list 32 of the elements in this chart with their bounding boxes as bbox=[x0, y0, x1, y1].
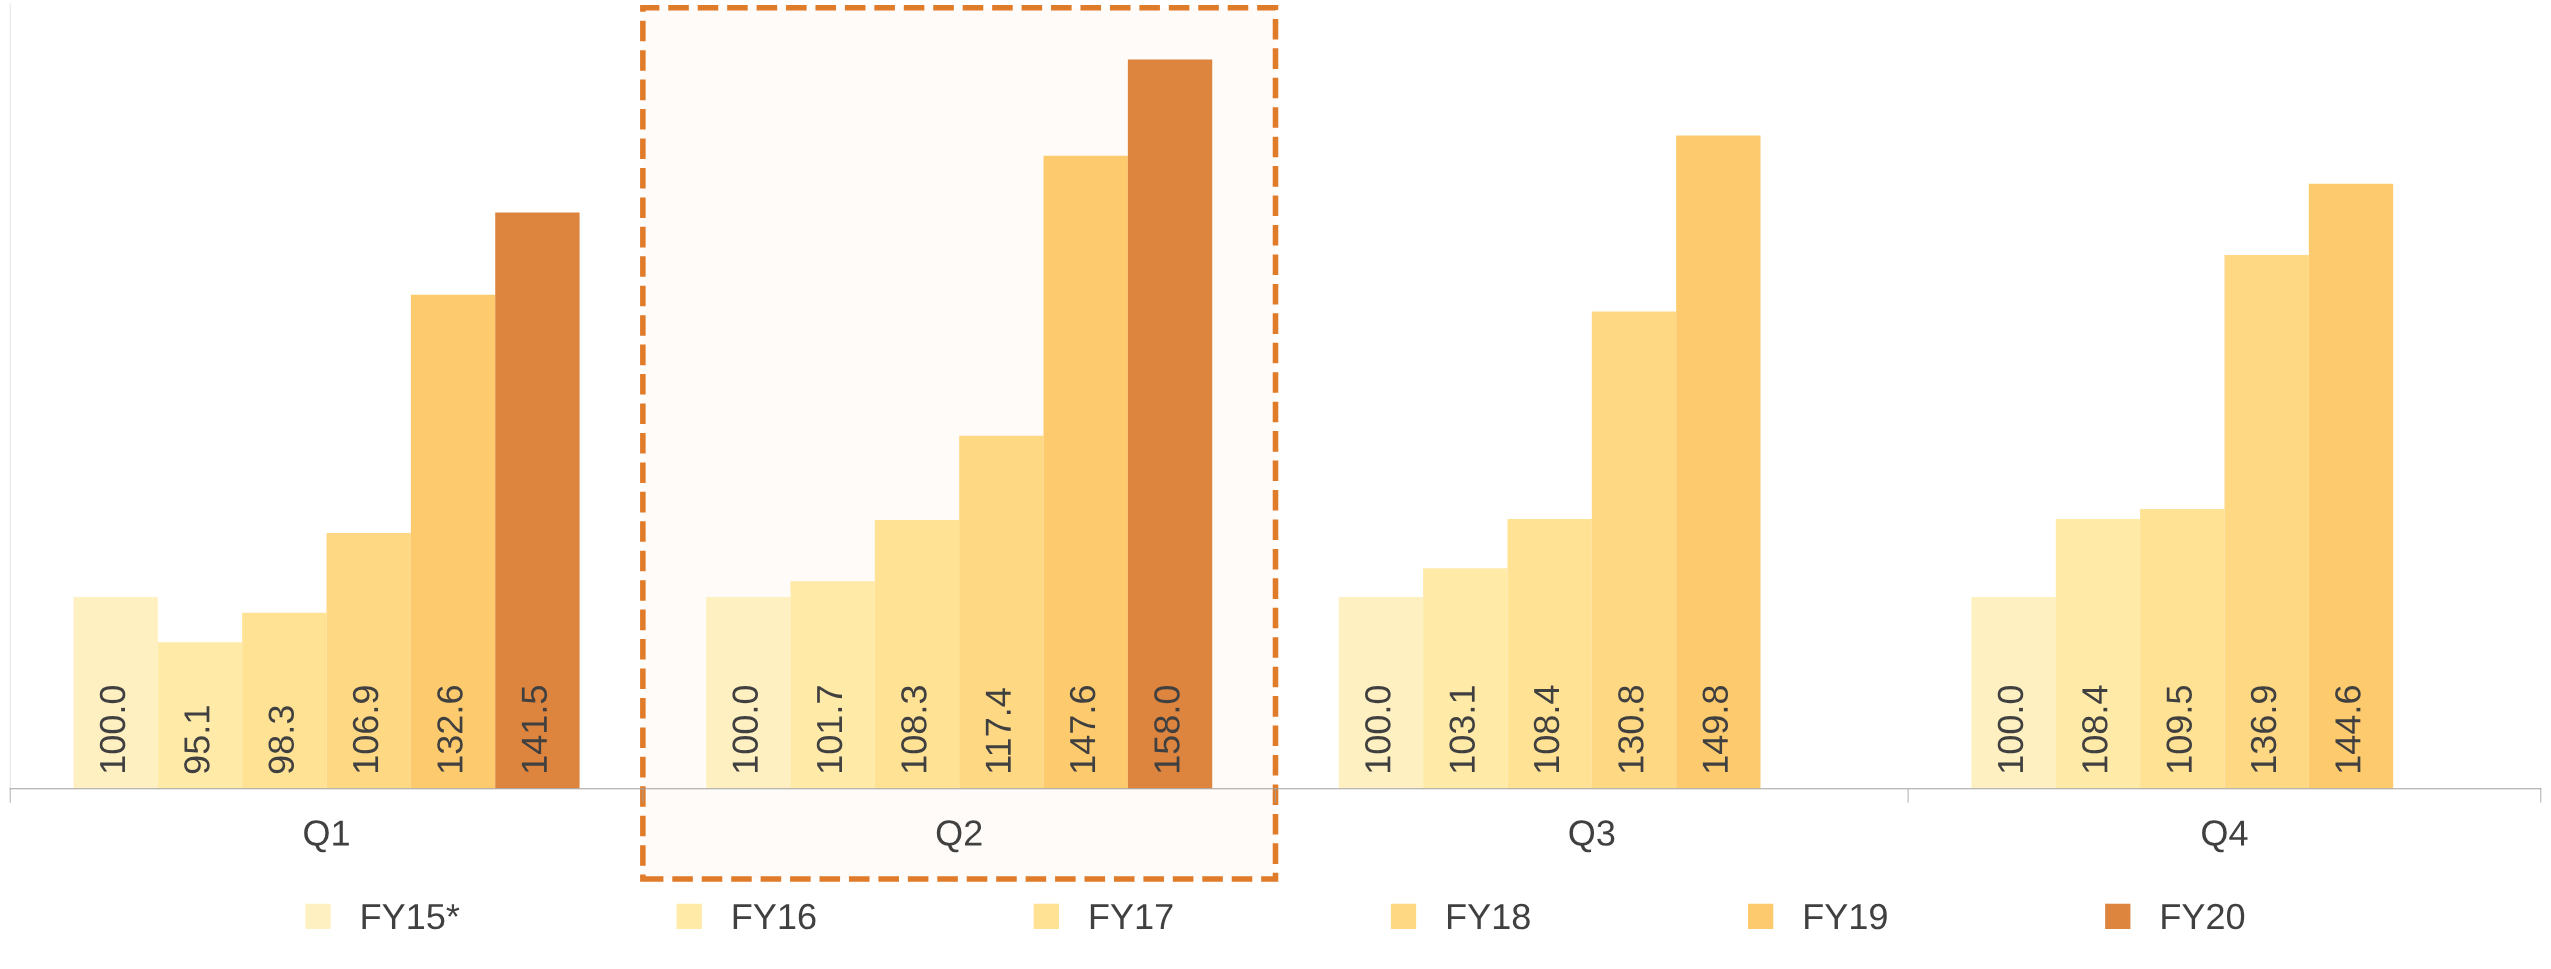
data-label: 100.0 bbox=[99, 685, 126, 773]
data-label: 98.3 bbox=[268, 706, 295, 774]
x-tick-label: Q2 bbox=[936, 820, 982, 853]
data-label: 141.5 bbox=[521, 686, 548, 773]
data-label: 147.6 bbox=[1069, 686, 1096, 773]
data-label: 132.6 bbox=[437, 686, 463, 773]
legend-label: FY15* bbox=[362, 904, 460, 930]
data-label: 103.1 bbox=[1449, 686, 1475, 773]
data-label: 100.0 bbox=[1365, 685, 1391, 773]
data-label: 100.0 bbox=[1997, 685, 2024, 773]
data-label: 108.4 bbox=[1533, 685, 1560, 773]
legend-label: FY18 bbox=[1447, 903, 1530, 930]
data-label: 158.0 bbox=[1154, 685, 1180, 773]
data-label: 144.6 bbox=[2335, 686, 2361, 773]
legend-label: FY20 bbox=[2162, 903, 2245, 930]
legend-label: FY16 bbox=[733, 903, 816, 930]
data-label: 106.9 bbox=[352, 686, 379, 773]
data-label: 136.9 bbox=[2250, 686, 2277, 773]
data-label: 100.0 bbox=[732, 685, 758, 773]
x-tick-label: Q4 bbox=[2202, 820, 2248, 853]
x-tick-label: Q1 bbox=[304, 820, 349, 853]
data-label: 109.5 bbox=[2166, 686, 2192, 773]
data-label: 108.3 bbox=[901, 686, 927, 773]
data-label: 108.4 bbox=[2082, 685, 2108, 773]
data-label: 95.1 bbox=[184, 706, 210, 774]
legend-label: FY17 bbox=[1090, 904, 1173, 930]
data-label: 149.8 bbox=[1702, 686, 1729, 773]
data-label: 117.4 bbox=[985, 688, 1011, 773]
data-label: 101.7 bbox=[816, 686, 843, 773]
x-tick-label: Q3 bbox=[1569, 820, 1615, 853]
data-label: 130.8 bbox=[1618, 686, 1644, 773]
legend-label: FY19 bbox=[1805, 903, 1887, 930]
